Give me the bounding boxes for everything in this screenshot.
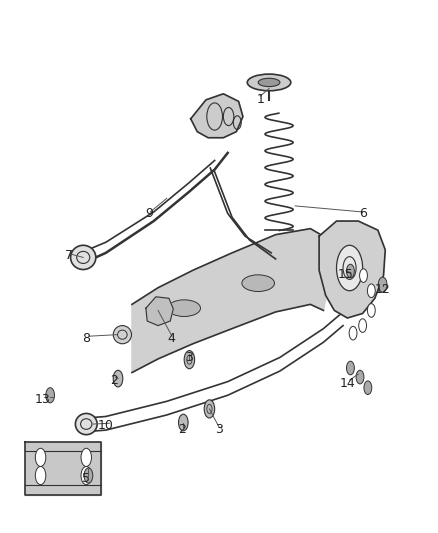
- Circle shape: [35, 466, 46, 484]
- Circle shape: [359, 319, 367, 333]
- Ellipse shape: [242, 275, 275, 292]
- Circle shape: [346, 361, 354, 375]
- Circle shape: [367, 304, 375, 317]
- Text: 15: 15: [337, 268, 353, 280]
- Circle shape: [204, 400, 215, 418]
- Polygon shape: [25, 442, 101, 495]
- Text: 12: 12: [374, 282, 390, 296]
- Circle shape: [346, 264, 354, 278]
- Circle shape: [360, 269, 367, 282]
- Polygon shape: [319, 221, 385, 318]
- Circle shape: [81, 448, 92, 466]
- Ellipse shape: [113, 326, 131, 344]
- Circle shape: [46, 387, 54, 403]
- Text: 10: 10: [98, 419, 114, 432]
- Circle shape: [35, 448, 46, 466]
- Text: 2: 2: [111, 374, 119, 386]
- Ellipse shape: [75, 414, 97, 434]
- Text: 8: 8: [82, 332, 90, 345]
- Text: 9: 9: [145, 207, 153, 220]
- Circle shape: [356, 370, 364, 384]
- Ellipse shape: [247, 74, 291, 91]
- Circle shape: [84, 468, 93, 483]
- Text: 2: 2: [178, 423, 186, 436]
- Text: 5: 5: [82, 472, 90, 485]
- Circle shape: [349, 326, 357, 340]
- Circle shape: [113, 370, 123, 387]
- Text: 7: 7: [65, 248, 73, 262]
- Circle shape: [179, 414, 188, 431]
- Text: 4: 4: [167, 332, 175, 345]
- Polygon shape: [132, 229, 333, 373]
- Circle shape: [378, 277, 387, 292]
- Circle shape: [336, 245, 363, 290]
- Text: 6: 6: [359, 207, 367, 220]
- Polygon shape: [191, 94, 243, 138]
- Polygon shape: [146, 297, 173, 326]
- Text: 3: 3: [215, 423, 223, 436]
- Text: 13: 13: [35, 393, 51, 406]
- Text: 3: 3: [184, 351, 192, 364]
- Text: 1: 1: [256, 93, 264, 107]
- Circle shape: [81, 466, 92, 484]
- Circle shape: [364, 381, 372, 394]
- Circle shape: [367, 284, 375, 297]
- Ellipse shape: [168, 300, 201, 317]
- Ellipse shape: [258, 78, 280, 86]
- Circle shape: [184, 351, 194, 369]
- Ellipse shape: [71, 245, 96, 270]
- Text: 14: 14: [339, 377, 355, 390]
